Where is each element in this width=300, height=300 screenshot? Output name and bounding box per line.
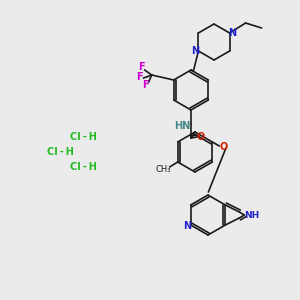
Text: N: N bbox=[184, 221, 192, 231]
Text: N: N bbox=[229, 28, 237, 38]
Text: Cl - H: Cl - H bbox=[70, 162, 96, 172]
Text: Cl - H: Cl - H bbox=[70, 132, 96, 142]
Text: Cl - H: Cl - H bbox=[46, 147, 74, 157]
Text: N: N bbox=[191, 46, 200, 56]
Text: NH: NH bbox=[244, 211, 259, 220]
Text: CH₃: CH₃ bbox=[156, 166, 171, 175]
Text: O: O bbox=[197, 132, 205, 142]
Text: HN: HN bbox=[174, 121, 190, 131]
Text: F: F bbox=[142, 80, 149, 90]
Text: O: O bbox=[219, 142, 227, 152]
Text: F: F bbox=[138, 62, 145, 72]
Text: F: F bbox=[136, 72, 143, 82]
